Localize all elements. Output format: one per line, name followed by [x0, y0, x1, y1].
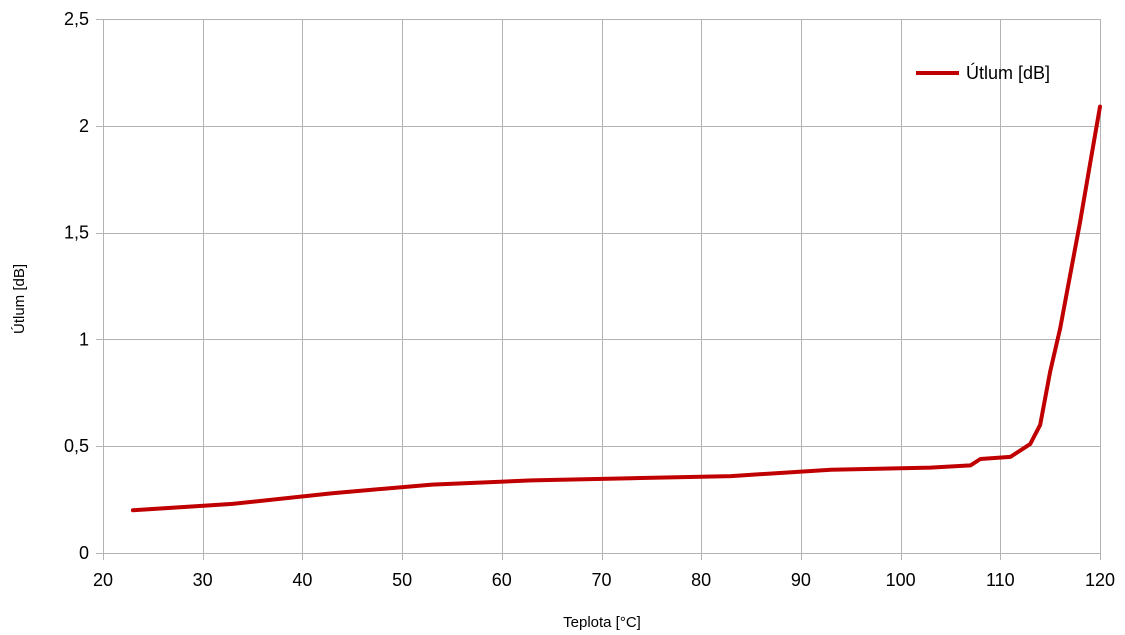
- y-tick-label: 1,5: [64, 223, 89, 243]
- y-tick-label: 0,5: [64, 436, 89, 456]
- x-tick-label: 90: [791, 570, 811, 590]
- y-tick-label: 2: [79, 116, 89, 136]
- x-tick-label: 50: [392, 570, 412, 590]
- x-tick-label: 100: [886, 570, 916, 590]
- x-tick-label: 40: [292, 570, 312, 590]
- x-tick-label: 60: [492, 570, 512, 590]
- x-tick-label: 120: [1085, 570, 1115, 590]
- x-tick-label: 30: [193, 570, 213, 590]
- x-tick-label: 80: [691, 570, 711, 590]
- y-axis-title: Útlum [dB]: [11, 264, 28, 334]
- y-tick-label: 2,5: [64, 9, 89, 29]
- y-tick-label: 1: [79, 329, 89, 349]
- x-tick-label: 110: [986, 570, 1015, 590]
- legend-label: Útlum [dB]: [966, 62, 1050, 83]
- x-tick-label: 70: [591, 570, 611, 590]
- x-axis-title: Teplota [°C]: [563, 614, 641, 631]
- y-tick-label: 0: [79, 543, 89, 563]
- x-tick-label: 20: [93, 570, 113, 590]
